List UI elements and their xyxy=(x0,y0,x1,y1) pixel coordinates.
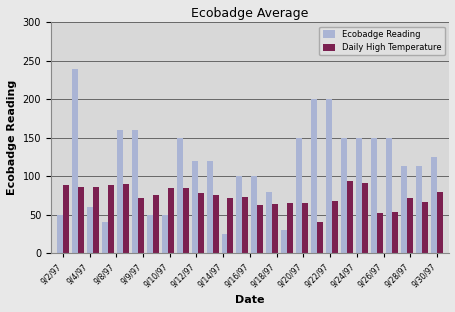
Bar xyxy=(355,138,361,253)
Bar xyxy=(272,204,278,253)
Bar xyxy=(415,166,421,253)
Bar xyxy=(182,188,188,253)
Bar xyxy=(361,183,367,253)
Bar xyxy=(406,198,412,253)
Bar xyxy=(287,203,293,253)
Bar xyxy=(92,187,99,253)
Bar xyxy=(116,130,122,253)
Bar xyxy=(296,138,302,253)
Bar xyxy=(311,100,317,253)
Bar xyxy=(147,215,152,253)
Bar xyxy=(340,138,347,253)
Bar xyxy=(332,201,338,253)
Bar xyxy=(242,197,248,253)
Bar xyxy=(347,181,353,253)
Bar xyxy=(326,100,332,253)
Bar xyxy=(400,166,406,253)
Bar xyxy=(71,69,78,253)
Bar xyxy=(122,184,128,253)
Bar xyxy=(257,206,263,253)
Bar xyxy=(86,207,92,253)
Bar xyxy=(376,213,382,253)
Bar xyxy=(63,186,69,253)
Bar xyxy=(385,138,391,253)
Bar xyxy=(251,176,257,253)
Bar xyxy=(317,222,323,253)
Bar xyxy=(421,202,427,253)
Bar xyxy=(266,192,272,253)
Bar xyxy=(191,161,197,253)
Bar xyxy=(430,157,436,253)
Bar xyxy=(370,138,376,253)
Bar xyxy=(212,196,218,253)
Y-axis label: Ecobadge Reading: Ecobadge Reading xyxy=(7,80,17,195)
Bar xyxy=(107,186,113,253)
Bar xyxy=(197,193,203,253)
Bar xyxy=(176,138,182,253)
Bar xyxy=(101,222,107,253)
Bar xyxy=(57,215,63,253)
Bar xyxy=(391,212,397,253)
Bar xyxy=(78,187,84,253)
X-axis label: Date: Date xyxy=(235,295,264,305)
Bar xyxy=(131,130,137,253)
Bar xyxy=(236,176,242,253)
Title: Ecobadge Average: Ecobadge Average xyxy=(191,7,308,20)
Bar xyxy=(436,192,442,253)
Legend: Ecobadge Reading, Daily High Temperature: Ecobadge Reading, Daily High Temperature xyxy=(319,27,444,56)
Bar xyxy=(161,215,167,253)
Bar xyxy=(281,230,287,253)
Bar xyxy=(167,188,173,253)
Bar xyxy=(206,161,212,253)
Bar xyxy=(227,198,233,253)
Bar xyxy=(152,196,158,253)
Bar xyxy=(221,234,227,253)
Bar xyxy=(137,198,143,253)
Bar xyxy=(302,203,308,253)
